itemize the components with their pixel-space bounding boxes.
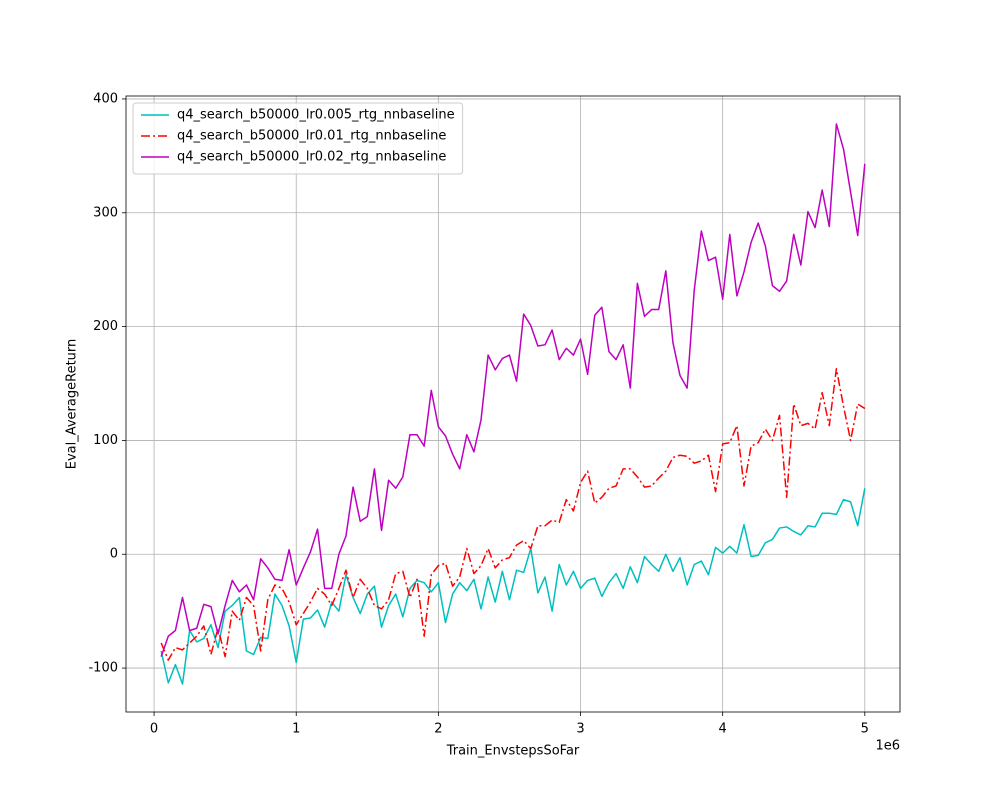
x-offset-label: 1e6	[875, 739, 900, 754]
series-line	[160, 488, 866, 685]
y-tick-label: 100	[93, 433, 118, 448]
series-line	[160, 123, 866, 657]
legend: q4_search_b50000_lr0.005_rtg_nnbaselineq…	[132, 102, 464, 175]
y-tick-label: 0	[110, 547, 118, 562]
x-tick-label: 1	[292, 722, 300, 737]
y-tick-label: -100	[88, 661, 118, 676]
y-tick-label: 300	[93, 205, 118, 220]
x-tick-label: 5	[861, 722, 869, 737]
y-axis-label: Eval_AverageReturn	[65, 339, 80, 470]
legend-box	[132, 102, 464, 175]
x-tick-label: 3	[576, 722, 584, 737]
x-tick-label: 4	[719, 722, 727, 737]
y-tick-label: 400	[93, 91, 118, 106]
y-tick-label: 200	[93, 319, 118, 334]
legend-label: q4_search_b50000_lr0.02_rtg_nnbaseline	[177, 150, 446, 165]
legend-label: q4_search_b50000_lr0.01_rtg_nnbaseline	[177, 129, 446, 144]
series-line	[160, 367, 866, 661]
x-axis-label: Train_EnvstepsSoFar	[446, 744, 580, 759]
x-tick-label: 2	[434, 722, 442, 737]
legend-label: q4_search_b50000_lr0.005_rtg_nnbaseline	[177, 108, 455, 123]
plot-frame	[125, 95, 901, 713]
x-tick-label: 0	[150, 722, 158, 737]
